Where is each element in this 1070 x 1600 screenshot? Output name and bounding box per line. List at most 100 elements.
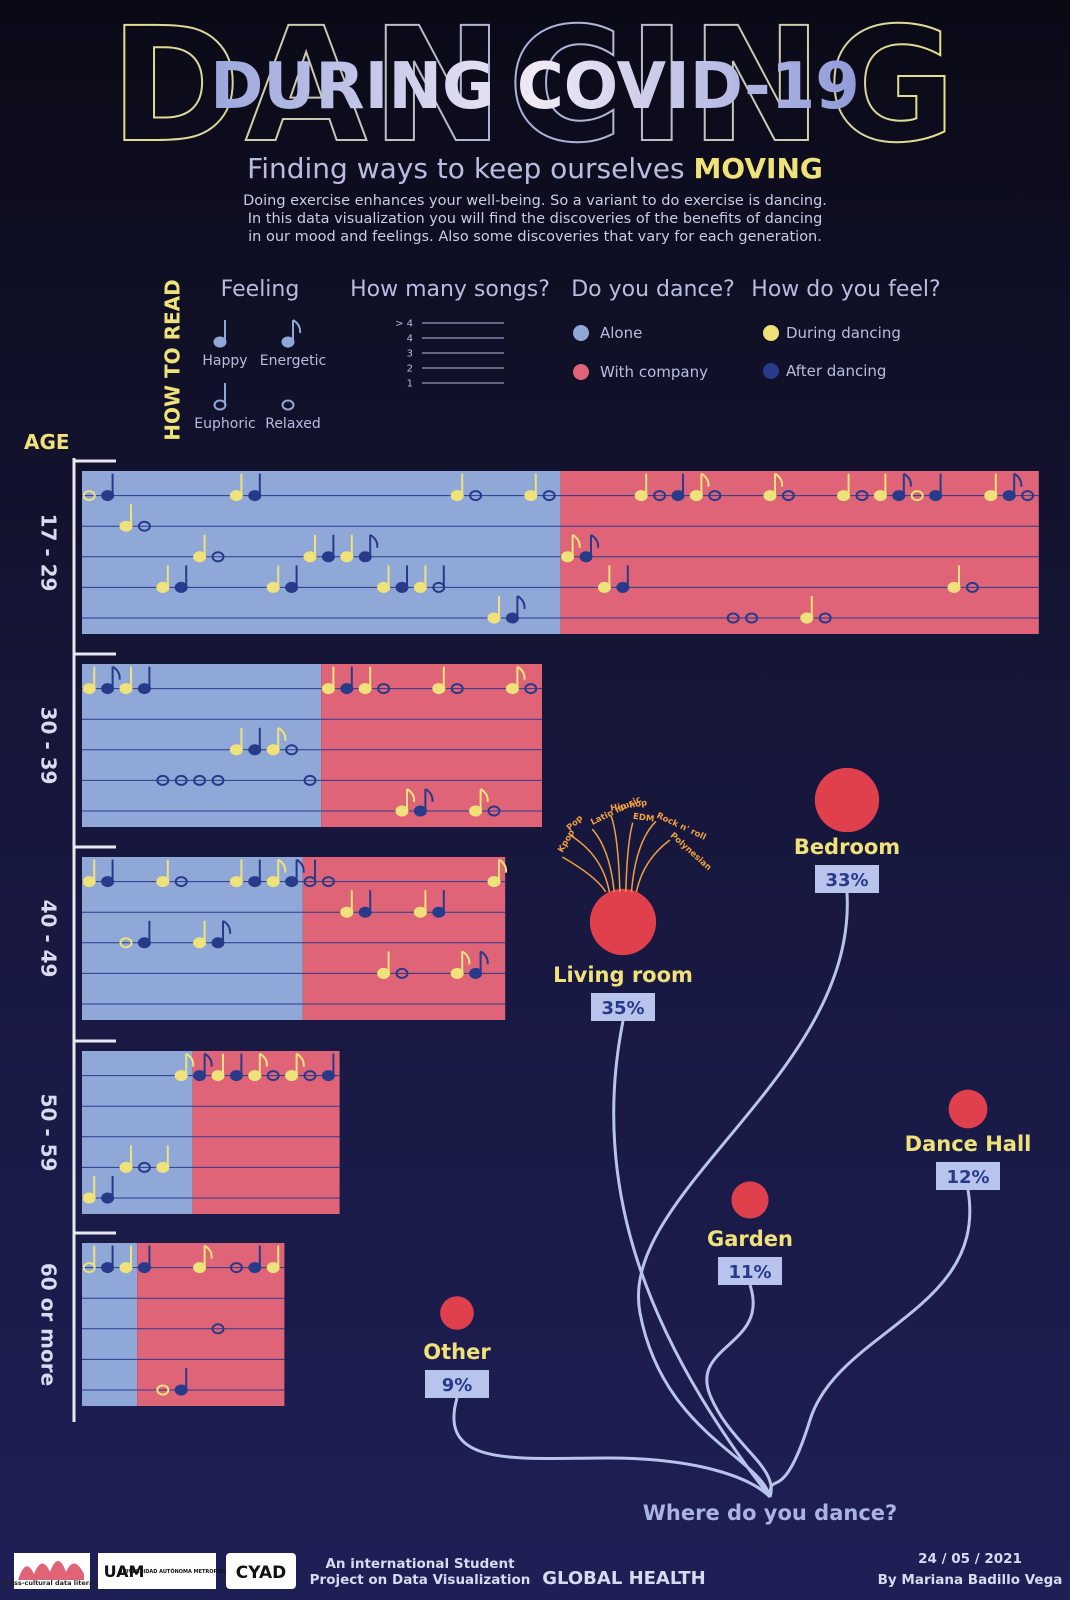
note <box>358 890 372 918</box>
note <box>450 950 471 979</box>
place-circle <box>814 767 880 833</box>
note <box>892 472 912 502</box>
note-head <box>229 1070 243 1082</box>
note-head <box>726 612 740 624</box>
note-head <box>469 490 483 502</box>
note-head <box>377 581 391 593</box>
note-head <box>524 683 538 695</box>
note <box>281 399 295 411</box>
note <box>321 876 335 888</box>
legend-heading: Do you dance? <box>571 277 735 302</box>
note <box>137 1245 151 1274</box>
note-head <box>174 1070 188 1082</box>
note-flag <box>700 472 710 487</box>
note-head <box>266 1262 280 1274</box>
legend-label: > 4 <box>395 319 413 330</box>
note <box>321 666 335 695</box>
note <box>689 472 710 502</box>
note <box>763 472 784 502</box>
note <box>505 595 526 624</box>
note-head <box>303 1070 317 1082</box>
note-head <box>524 490 538 502</box>
note-head <box>395 581 409 593</box>
note <box>929 473 943 502</box>
note-head <box>837 490 851 502</box>
note <box>303 859 317 888</box>
note-head <box>855 490 869 502</box>
legend-heading: Feeling <box>221 277 300 302</box>
legend-dot <box>763 325 779 341</box>
note-head <box>689 490 703 502</box>
note <box>413 890 427 918</box>
note-flag <box>461 950 471 965</box>
section-alone <box>82 857 303 1020</box>
note-head <box>634 490 648 502</box>
note-head <box>616 581 630 593</box>
note-flag <box>406 788 416 803</box>
title-big: DANCING <box>110 0 960 178</box>
note-head <box>763 490 777 502</box>
note <box>634 473 648 502</box>
note <box>174 876 188 888</box>
footer-topic: GLOBAL HEALTH <box>542 1568 705 1589</box>
note <box>469 950 489 979</box>
note <box>211 919 232 949</box>
note-head <box>561 551 575 563</box>
note <box>781 490 795 502</box>
note <box>947 565 961 593</box>
genre-label: Kpop <box>556 828 577 854</box>
note-head <box>358 906 372 918</box>
genre-line <box>610 814 621 893</box>
note <box>321 534 335 563</box>
note <box>193 1052 213 1082</box>
note-head <box>947 581 961 593</box>
note <box>156 1145 170 1173</box>
note-head <box>377 967 391 979</box>
note-head <box>193 551 207 563</box>
place-circle <box>731 1181 769 1219</box>
note <box>213 320 227 348</box>
note-head <box>469 967 483 979</box>
legend-label: Happy <box>202 353 247 369</box>
note <box>285 744 299 756</box>
note-flag <box>296 858 305 873</box>
note <box>395 967 409 979</box>
note <box>377 565 391 593</box>
note-flag <box>112 665 121 680</box>
note-head <box>229 744 243 756</box>
genre-line <box>562 856 607 893</box>
subtitle-text: Finding ways to keep ourselves <box>247 152 684 185</box>
age-label: 30 - 39 <box>37 707 61 785</box>
note-head <box>818 612 832 624</box>
legend-label: After dancing <box>786 362 886 380</box>
note-head <box>156 876 170 888</box>
note <box>340 890 354 918</box>
note <box>358 666 372 695</box>
age-title: AGE <box>24 430 70 454</box>
note-head <box>193 1070 207 1082</box>
note-head <box>137 1262 151 1274</box>
note-head <box>413 906 427 918</box>
note-head <box>119 520 133 532</box>
note-head <box>450 490 464 502</box>
place-name: Living room <box>553 963 693 987</box>
note <box>671 473 685 502</box>
note <box>229 1053 243 1082</box>
note-head <box>395 967 409 979</box>
note <box>321 1053 335 1082</box>
logo-text: UNIVERSIDAD AUTÓNOMA METROPOLITANA <box>119 1568 242 1575</box>
note <box>984 473 998 502</box>
note-head <box>708 490 722 502</box>
legend-label: Relaxed <box>265 416 321 432</box>
note-head <box>413 581 427 593</box>
note <box>285 1052 305 1082</box>
note <box>101 473 115 502</box>
note-head <box>984 490 998 502</box>
note-head <box>211 1323 225 1335</box>
note-head <box>671 490 685 502</box>
place-name: Dance Hall <box>905 1132 1032 1156</box>
note <box>82 1176 96 1204</box>
note <box>505 665 526 695</box>
note-head <box>248 1070 262 1082</box>
